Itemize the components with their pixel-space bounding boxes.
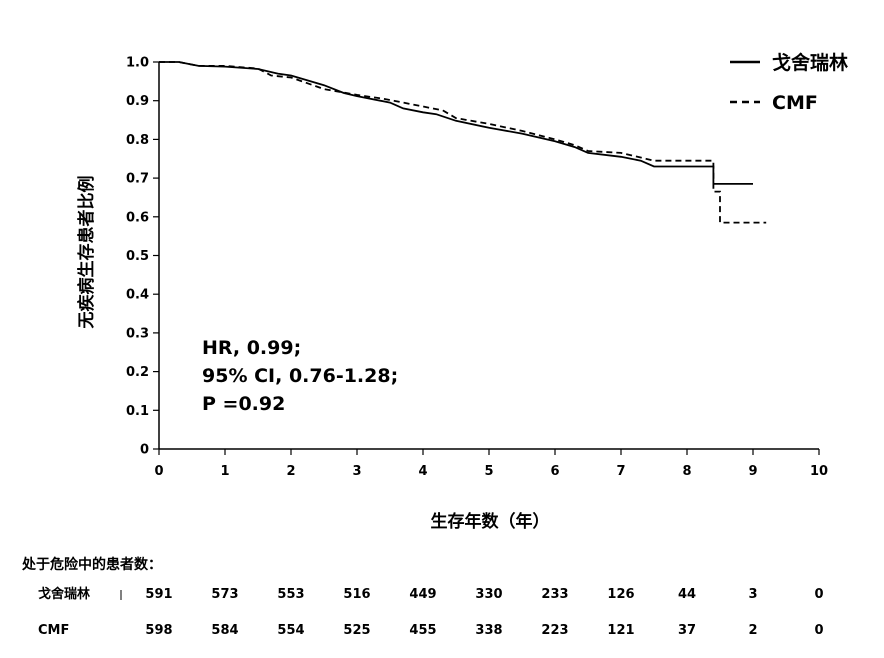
annotation-p: P =0.92 (202, 393, 285, 415)
y-tick-label: 0.3 (126, 326, 149, 341)
y-tick-label: 0.2 (126, 365, 149, 380)
risk-value: 455 (409, 623, 436, 638)
x-tick-label: 0 (154, 464, 163, 479)
y-tick-label: 0.5 (126, 249, 149, 264)
risk-row-label: 戈舍瑞林 (38, 586, 90, 602)
risk-value: 554 (277, 623, 304, 638)
risk-value: 591 (145, 587, 172, 602)
risk-value: 121 (607, 623, 634, 638)
series-line-cmf (159, 61, 767, 224)
risk-value: 126 (607, 587, 634, 602)
x-tick-label: 10 (810, 464, 828, 479)
y-tick-label: 0.4 (126, 288, 149, 303)
annotation-hr: HR, 0.99; (202, 337, 301, 359)
risk-value: 233 (541, 587, 568, 602)
risk-value: 3 (748, 587, 757, 602)
y-tick-label: 0.9 (126, 94, 149, 109)
risk-value: 525 (343, 623, 370, 638)
risk-value: 0 (814, 587, 823, 602)
series-layer (159, 61, 767, 224)
risk-value: 37 (678, 623, 696, 638)
risk-value: 0 (814, 623, 823, 638)
risk-table-title: 处于危险中的患者数： (21, 556, 162, 573)
x-tick-label: 8 (682, 464, 691, 479)
y-tick-label: 0.6 (126, 210, 149, 225)
legend-label-cmf: CMF (772, 92, 818, 114)
x-tick-label: 6 (550, 464, 559, 479)
axes: 0 0.1 0.2 0.3 0.4 0.5 0.6 0.7 0.8 0.9 1.0 0 1 2 3 4 5 6 7 8… (126, 56, 828, 480)
y-tick-label: 0.8 (126, 133, 149, 148)
y-tick-label: 0 (140, 443, 149, 458)
y-tick-label: 0.7 (126, 172, 149, 187)
x-axis-label: 生存年数（年） (431, 511, 550, 532)
x-tick-label: 9 (748, 464, 757, 479)
x-tick-label: 4 (418, 464, 427, 479)
legend-label-goserelin: 戈舍瑞林 (772, 51, 848, 74)
risk-value: 223 (541, 623, 568, 638)
risk-value: 2 (748, 623, 757, 638)
annotation-ci: 95% CI, 0.76-1.28; (202, 365, 398, 387)
risk-value: 449 (409, 587, 436, 602)
x-tick-label: 3 (352, 464, 361, 479)
x-tick-label: 1 (220, 464, 229, 479)
y-tick-label: 0.1 (126, 404, 149, 419)
y-axis-label: 无疾病生存患者比例 (76, 176, 97, 330)
risk-value: 44 (678, 587, 696, 602)
stats-annotation: HR, 0.99; 95% CI, 0.76-1.28; P =0.92 (202, 337, 398, 415)
risk-value: 330 (475, 587, 502, 602)
series-line-goserelin (159, 61, 753, 185)
legend: 戈舍瑞林 CMF (730, 51, 848, 114)
risk-value: 338 (475, 623, 502, 638)
x-tick-label: 2 (286, 464, 295, 479)
risk-value: 573 (211, 587, 238, 602)
x-tick-label: 7 (616, 464, 625, 479)
x-tick-label: 5 (484, 464, 493, 479)
risk-row-label: CMF (38, 623, 69, 638)
risk-value: 553 (277, 587, 304, 602)
risk-value: 584 (211, 623, 238, 638)
risk-value: 516 (343, 587, 370, 602)
risk-value: 598 (145, 623, 172, 638)
y-tick-label: 1.0 (126, 56, 149, 71)
risk-table: 戈舍瑞林 591 573 553 516 449 330 233 126 44 3 0 CMF 598 58… (38, 586, 824, 638)
